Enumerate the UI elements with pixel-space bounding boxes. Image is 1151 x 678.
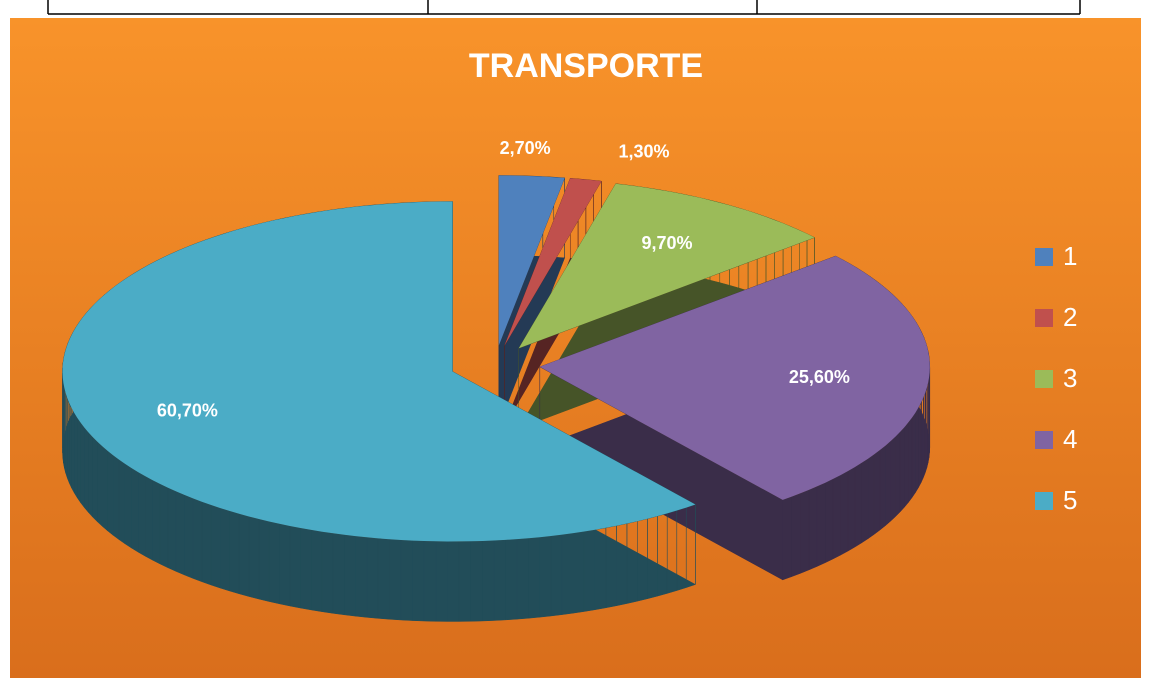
legend-swatch bbox=[1035, 370, 1053, 388]
data-label: 60,70% bbox=[157, 401, 218, 421]
table-fragment bbox=[47, 0, 1081, 15]
slice bbox=[504, 178, 602, 346]
legend-swatch bbox=[1035, 309, 1053, 327]
legend-label: 5 bbox=[1063, 485, 1077, 515]
legend-label: 2 bbox=[1063, 302, 1077, 332]
chart-title: TRANSPORTE bbox=[469, 47, 703, 85]
legend-label: 1 bbox=[1063, 241, 1077, 271]
legend-swatch bbox=[1035, 248, 1053, 266]
slice bbox=[539, 256, 930, 500]
data-label: 2,70% bbox=[500, 138, 551, 158]
legend-label: 4 bbox=[1063, 424, 1077, 454]
data-label: 1,30% bbox=[619, 142, 670, 162]
legend-label: 3 bbox=[1063, 363, 1077, 393]
legend-swatch bbox=[1035, 431, 1053, 449]
slice bbox=[62, 201, 696, 542]
slice bbox=[518, 183, 815, 349]
data-label: 25,60% bbox=[789, 367, 850, 387]
data-label: 9,70% bbox=[641, 233, 692, 253]
legend-swatch bbox=[1035, 492, 1053, 510]
slice bbox=[498, 175, 565, 346]
